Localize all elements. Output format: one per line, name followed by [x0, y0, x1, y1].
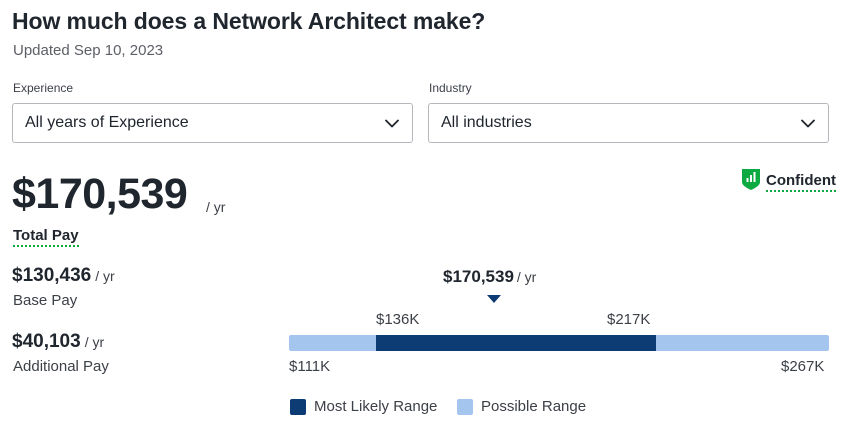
page-title: How much does a Network Architect make? — [12, 8, 486, 34]
likely-low-label: $136K — [376, 311, 420, 328]
bar-chart-shield-icon — [741, 167, 761, 196]
base-pay-unit: / yr — [95, 268, 115, 284]
additional-pay-value: $40,103 — [12, 331, 81, 352]
range-max-label: $267K — [781, 358, 825, 375]
most-likely-swatch — [290, 398, 306, 415]
industry-dropdown[interactable]: All industries — [428, 103, 829, 143]
experience-label: Experience — [13, 81, 74, 95]
possible-legend-label: Possible Range — [481, 398, 587, 415]
median-pay-value: $170,539 — [443, 267, 514, 286]
pay-range-bar — [289, 335, 829, 351]
median-marker — [487, 295, 501, 303]
additional-pay-amount: $40,103/ yr — [12, 331, 104, 353]
median-pay-label: $170,539/ yr — [443, 267, 536, 287]
industry-label: Industry — [429, 81, 472, 95]
base-pay-label: Base Pay — [13, 292, 78, 309]
chevron-down-icon — [800, 115, 816, 131]
industry-dropdown-value: All industries — [441, 114, 532, 131]
total-pay-amount: $170,539 — [12, 170, 188, 218]
range-min-label: $111K — [289, 358, 331, 375]
experience-dropdown[interactable]: All years of Experience — [12, 103, 413, 143]
confidence-label: Confident — [766, 172, 836, 192]
base-pay-value: $130,436 — [12, 265, 92, 286]
legend-possible: Possible Range — [457, 398, 586, 415]
experience-dropdown-value: All years of Experience — [25, 114, 189, 131]
confidence-indicator[interactable]: Confident — [741, 167, 836, 196]
median-pay-unit: / yr — [516, 269, 537, 285]
likely-high-label: $217K — [607, 311, 651, 328]
legend-most-likely: Most Likely Range — [290, 398, 437, 415]
base-pay-amount: $130,436/ yr — [12, 265, 115, 287]
chevron-down-icon — [384, 115, 400, 131]
most-likely-range-segment — [375, 335, 656, 351]
most-likely-legend-label: Most Likely Range — [314, 398, 438, 415]
updated-date: Updated Sep 10, 2023 — [13, 42, 164, 59]
additional-pay-label: Additional Pay — [13, 358, 109, 375]
total-pay-unit: / yr — [206, 199, 226, 215]
possible-swatch — [457, 398, 473, 415]
total-pay-label[interactable]: Total Pay — [13, 227, 79, 247]
additional-pay-unit: / yr — [84, 334, 105, 350]
